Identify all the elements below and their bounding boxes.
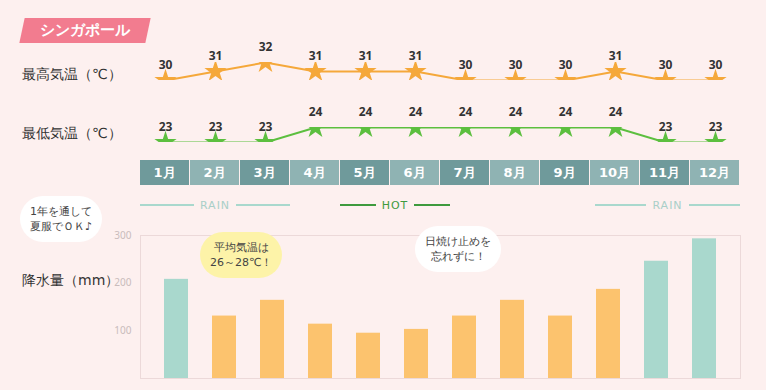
- svg-text:31: 31: [359, 47, 373, 64]
- svg-text:24: 24: [509, 103, 523, 120]
- svg-text:31: 31: [309, 47, 323, 64]
- svg-text:32: 32: [259, 38, 273, 55]
- svg-text:30: 30: [659, 56, 673, 73]
- svg-text:30: 30: [709, 56, 723, 73]
- svg-text:30: 30: [509, 56, 523, 73]
- svg-text:300: 300: [114, 228, 131, 242]
- svg-text:23: 23: [209, 118, 223, 135]
- svg-text:23: 23: [159, 118, 173, 135]
- svg-text:24: 24: [459, 103, 473, 120]
- svg-text:31: 31: [209, 47, 223, 64]
- svg-text:23: 23: [259, 118, 273, 135]
- svg-text:30: 30: [159, 56, 173, 73]
- svg-text:31: 31: [609, 47, 623, 64]
- svg-text:23: 23: [659, 118, 673, 135]
- svg-text:24: 24: [409, 103, 423, 120]
- svg-text:23: 23: [709, 118, 723, 135]
- svg-text:24: 24: [609, 103, 623, 120]
- svg-text:200: 200: [114, 275, 131, 289]
- svg-text:24: 24: [359, 103, 373, 120]
- svg-text:24: 24: [309, 103, 323, 120]
- svg-text:24: 24: [559, 103, 573, 120]
- svg-text:30: 30: [559, 56, 573, 73]
- svg-text:30: 30: [459, 56, 473, 73]
- svg-text:31: 31: [409, 47, 423, 64]
- svg-text:100: 100: [114, 323, 131, 337]
